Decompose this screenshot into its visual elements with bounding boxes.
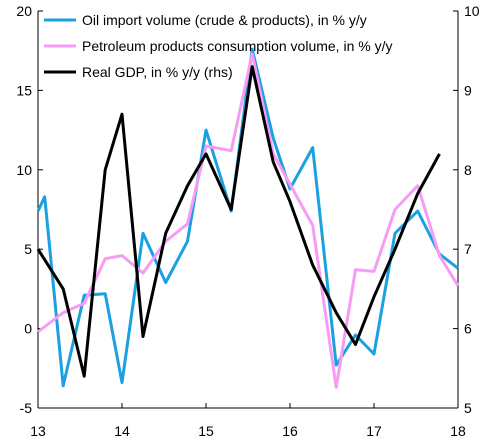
x-tick-label: 18 (450, 423, 466, 439)
series-line-2 (36, 65, 441, 378)
legend-label-0: Oil import volume (crude & products), in… (82, 12, 367, 28)
axes: -5 0 5 10 15 20 5 6 7 8 9 10 13 14 15 16 17 18 (16, 3, 479, 439)
legend-label-2: Real GDP, in % y/y (rhs) (82, 64, 233, 80)
x-tick-label: 14 (114, 423, 130, 439)
x-tick-label: 17 (366, 423, 382, 439)
y-right-tick-label: 8 (464, 162, 472, 178)
series-lines (36, 47, 460, 389)
y-right-tick-label: 10 (464, 3, 480, 19)
y-left-tick-label: 20 (16, 3, 32, 19)
x-tick-label: 15 (198, 423, 214, 439)
y-left-tick-label: 10 (16, 162, 32, 178)
y-left-tick-label: 15 (16, 82, 32, 98)
legend-label-1: Petroleum products consumption volume, i… (82, 38, 392, 54)
y-right-tick-label: 9 (464, 82, 472, 98)
y-left-tick-label: 5 (24, 241, 32, 257)
x-tick-label: 16 (282, 423, 298, 439)
y-right-tick-label: 5 (464, 400, 472, 416)
y-left-tick-label: -5 (20, 400, 33, 416)
y-left-tick-label: 0 (24, 321, 32, 337)
y-right-tick-label: 7 (464, 241, 472, 257)
x-tick-label: 13 (30, 423, 46, 439)
series-line-1 (37, 52, 460, 389)
y-right-tick-label: 6 (464, 321, 472, 337)
legend: Oil import volume (crude & products), in… (44, 12, 392, 80)
